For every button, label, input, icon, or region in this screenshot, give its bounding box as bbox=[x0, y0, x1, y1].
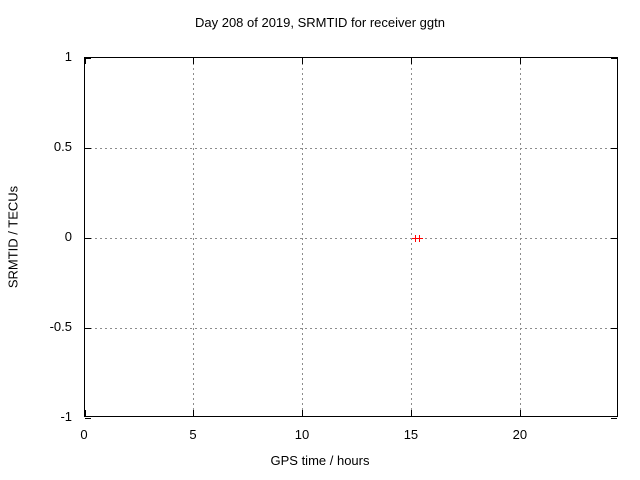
y-tick-mark-mirror bbox=[611, 147, 617, 149]
y-tick-label: -1 bbox=[60, 409, 72, 424]
x-tick-label: 0 bbox=[80, 427, 88, 442]
x-tick-mark bbox=[84, 410, 86, 416]
y-tick-mark-mirror bbox=[611, 417, 617, 419]
data-point-marker bbox=[416, 234, 424, 242]
chart-title: Day 208 of 2019, SRMTID for receiver ggt… bbox=[194, 15, 445, 30]
x-tick-label: 15 bbox=[403, 427, 419, 442]
x-tick-mark-mirror bbox=[84, 58, 86, 64]
x-tick-mark bbox=[411, 410, 413, 416]
y-gridline bbox=[85, 237, 617, 239]
x-gridline bbox=[411, 58, 413, 416]
y-tick-mark bbox=[85, 417, 91, 419]
data-point-marker bbox=[411, 234, 419, 242]
y-tick-mark bbox=[85, 57, 91, 59]
y-tick-label: 1 bbox=[64, 49, 72, 64]
x-tick-mark-mirror bbox=[302, 58, 304, 64]
x-tick-mark bbox=[302, 410, 304, 416]
y-gridline bbox=[85, 147, 617, 149]
x-tick-mark-mirror bbox=[520, 58, 522, 64]
y-tick-mark bbox=[85, 147, 91, 149]
x-tick-label: 5 bbox=[189, 427, 197, 442]
y-tick-mark bbox=[85, 327, 91, 329]
x-gridline bbox=[520, 58, 522, 416]
x-tick-mark-mirror bbox=[193, 58, 195, 64]
x-tick-mark bbox=[520, 410, 522, 416]
x-gridline bbox=[193, 58, 195, 416]
y-tick-mark-mirror bbox=[611, 327, 617, 329]
plot-area bbox=[84, 57, 618, 419]
y-tick-label: 0.5 bbox=[53, 139, 72, 154]
y-tick-label: -0.5 bbox=[49, 319, 72, 334]
x-tick-mark bbox=[193, 410, 195, 416]
y-tick-label: 0 bbox=[64, 229, 72, 244]
y-tick-mark-mirror bbox=[611, 237, 617, 239]
x-gridline bbox=[302, 58, 304, 416]
y-gridline bbox=[85, 327, 617, 329]
x-tick-label: 20 bbox=[512, 427, 528, 442]
x-tick-mark-mirror bbox=[411, 58, 413, 64]
x-tick-label: 10 bbox=[294, 427, 310, 442]
y-tick-mark bbox=[85, 237, 91, 239]
y-tick-mark-mirror bbox=[611, 57, 617, 59]
x-axis-label: GPS time / hours bbox=[270, 453, 370, 468]
